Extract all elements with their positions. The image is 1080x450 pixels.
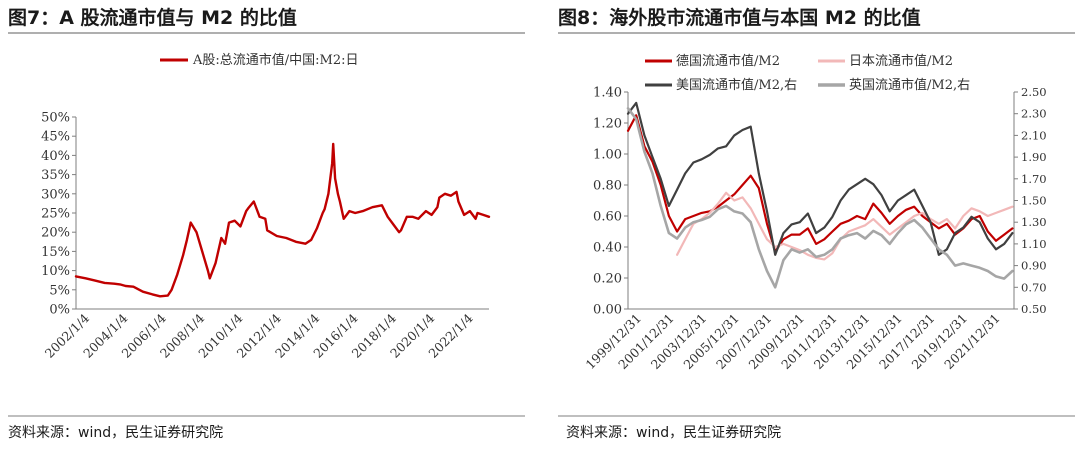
y-tick-label: 5% (49, 283, 70, 298)
y-tick-label: 40% (41, 149, 70, 164)
y-right-tick-label: 1.50 (1021, 194, 1047, 208)
y-tick-labels: 0% 5% 10% 15% 20% 25% 30% 35% 40% 45% 50% (41, 111, 76, 318)
y-tick-label: 1.20 (593, 117, 622, 132)
y-right-tick-label: 0.70 (1021, 280, 1047, 294)
y-tick-label: 10% (41, 264, 70, 279)
y-tick-label: 0.80 (593, 179, 622, 194)
y-tick-label: 50% (41, 111, 70, 126)
y-tick-label: 0% (49, 303, 70, 318)
legend: 德国流通市值/M2 日本流通市值/M2 美国流通市值/M2,右 英国流通市值/M… (645, 53, 970, 93)
chart-panel-a-share: 图7：A 股流通市值与 M2 的比值 A股:总流通市值/中国:M2:日 0% 5%… (8, 6, 525, 441)
source-note: 资料来源：wind，民生证券研究院 (8, 425, 223, 441)
legend-label: 德国流通市值/M2 (676, 53, 780, 69)
series-line-3 (626, 107, 1014, 289)
y-tick-label: 0.60 (593, 210, 622, 225)
series-lines (74, 142, 491, 298)
source-note: 资料来源：wind，民生证券研究院 (566, 425, 781, 441)
series-line-0 (626, 114, 1014, 253)
y-tick-label: 0.00 (593, 303, 622, 318)
panel-title: 图8：海外股市流通市值与本国 M2 的比值 (558, 6, 921, 29)
y-right-tick-label: 2.50 (1021, 85, 1047, 99)
series-line-0 (74, 142, 491, 298)
y-tick-label: 0.40 (593, 241, 622, 256)
y-tick-label: 30% (41, 187, 70, 202)
y-right-tick-label: 0.90 (1021, 259, 1047, 273)
y-tick-label: 35% (41, 168, 70, 183)
y-right-tick-label: 1.70 (1021, 172, 1047, 186)
x-tick-labels: 2002/1/42004/1/42006/1/42008/1/42010/1/4… (42, 310, 476, 360)
y-tick-label: 1.00 (593, 148, 622, 163)
y-tick-label: 20% (41, 226, 70, 241)
legend-label: A股:总流通市值/中国:M2:日 (192, 52, 359, 68)
y-tick-labels-right: 0.50 0.70 0.90 1.10 1.30 1.50 1.70 1.90 2.10 2.30… (1014, 85, 1047, 316)
x-tick-labels: 1999/12/312001/12/312003/12/312005/12/31… (583, 311, 1003, 373)
y-right-tick-label: 1.30 (1021, 215, 1047, 229)
legend: A股:总流通市值/中国:M2:日 (160, 52, 359, 68)
y-right-tick-label: 0.50 (1021, 302, 1047, 316)
y-tick-label: 25% (41, 207, 70, 222)
y-tick-label: 15% (41, 245, 70, 260)
y-right-tick-label: 1.90 (1021, 150, 1047, 164)
legend-label: 日本流通市值/M2 (849, 53, 953, 69)
y-tick-label: 1.40 (593, 86, 622, 101)
y-right-tick-label: 2.30 (1021, 107, 1047, 121)
y-tick-labels-left: 0.00 0.20 0.40 0.60 0.80 1.00 1.20 1.40 (593, 86, 628, 318)
series-lines (626, 101, 1014, 289)
series-line-2 (626, 101, 1014, 256)
legend-label: 美国流通市值/M2,右 (676, 77, 797, 93)
panel-title: 图7：A 股流通市值与 M2 的比值 (8, 6, 297, 29)
chart-panel-overseas: 图8：海外股市流通市值与本国 M2 的比值 德国流通市值/M2 日本流通市值/M… (558, 6, 1075, 441)
series-line-1 (675, 191, 1014, 261)
y-tick-label: 45% (41, 130, 70, 145)
legend-label: 英国流通市值/M2,右 (849, 77, 970, 93)
y-right-tick-label: 1.10 (1021, 237, 1047, 251)
y-tick-label: 0.20 (593, 272, 622, 287)
y-right-tick-label: 2.10 (1021, 128, 1047, 142)
